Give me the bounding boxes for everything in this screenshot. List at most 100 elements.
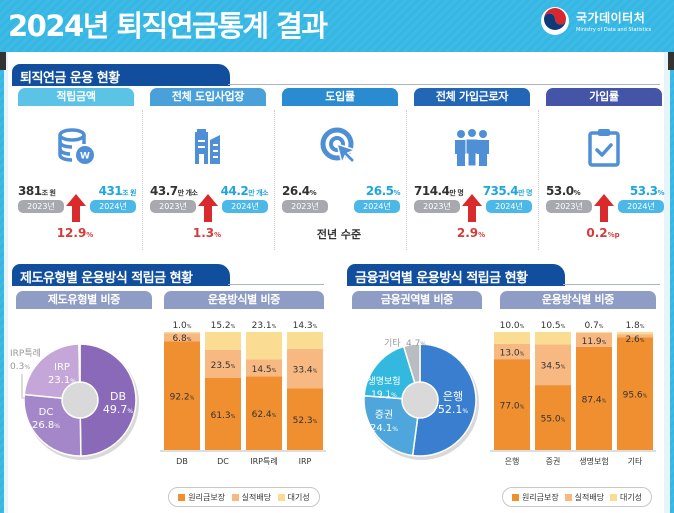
- donut-slice-DC: [23, 393, 82, 457]
- bar-segment-대기성: [287, 332, 323, 349]
- x-tick-label: IRP특례: [250, 456, 277, 466]
- bar-segment-실적배당: [535, 344, 571, 386]
- bar-value-label: 61.3%: [211, 411, 236, 421]
- legend-swatch: [564, 493, 572, 501]
- slice-label: 기타: [384, 338, 401, 349]
- svg-text:W: W: [80, 152, 90, 162]
- bar-value-label: 13.0%: [500, 348, 525, 358]
- bar-segment-실적배당: [576, 332, 612, 347]
- year-badge-2024: 2024년: [354, 200, 400, 213]
- donut-slice-기타: [402, 343, 421, 384]
- slice-value: 23.1%: [48, 375, 76, 386]
- bar-value-label: 6.8%: [172, 334, 191, 344]
- agency-name-ko: 국가데이터처: [576, 11, 646, 25]
- x-tick-label: DB: [176, 457, 188, 466]
- bar-segment-실적배당: [494, 343, 530, 360]
- value-2024: 431조 원: [99, 184, 137, 198]
- bar-value-label: 1.0%: [172, 321, 191, 331]
- change-rate: 12.9%: [16, 226, 134, 240]
- value-2024-number: 44.2: [220, 184, 249, 198]
- bar-value-label: 52.3%: [293, 416, 318, 426]
- bar-value-label: 0.7%: [584, 321, 603, 331]
- chart-legend: 원리금보장 실적배당 대기성: [502, 487, 652, 507]
- panel-edge-right: [668, 52, 674, 70]
- section-title-plan-type: 제도유형별 운용방식 적립금 현황: [12, 264, 230, 286]
- slice-value: 52.1%: [438, 403, 469, 416]
- section-title-retirement-pension-status: 퇴직연금 운용 현황: [12, 64, 230, 86]
- value-2024-number: 53.3: [629, 184, 658, 198]
- bar-value-label: 14.3%: [293, 321, 318, 331]
- legend-label: 실적배당: [574, 492, 605, 502]
- value-2024: 53.3%: [629, 184, 665, 198]
- sub-title-method-share: 운용방식별 비중: [164, 291, 324, 309]
- legend-label: 원리금보장: [521, 492, 559, 502]
- value-2024-unit: %: [657, 189, 664, 197]
- legend-item: 대기성: [609, 492, 643, 503]
- x-tick-label: 은행: [505, 456, 520, 466]
- legend-item: 원리금보장: [511, 492, 559, 503]
- stat-label: 적립금액: [18, 88, 134, 106]
- slice-label: IRP: [54, 362, 70, 373]
- sub-title-sector-share: 금융권역별 비중: [352, 291, 482, 309]
- bar-segment-원리금보장: [576, 346, 612, 450]
- column-separator: [406, 110, 407, 250]
- bar-segment-대기성: [246, 332, 282, 360]
- section-divider: [563, 284, 660, 285]
- bar-segment-대기성: [535, 332, 571, 345]
- panel-edge-left: [0, 52, 6, 70]
- slice-value: 19.1%: [371, 390, 397, 400]
- value-2023-number: 26.4: [282, 184, 310, 198]
- section-divider: [228, 284, 324, 285]
- plan-type-stacked-bar-chart: 92.2% 6.8% 1.0% DB 61.3% 23.5% 15.2% DC 62.4% 14.…: [160, 321, 326, 466]
- agency-name-en: Ministry of Data and Statistics: [576, 27, 652, 33]
- bar-segment-대기성: [164, 332, 200, 334]
- legend-item: 실적배당: [564, 492, 605, 503]
- change-rate: 1.3%: [148, 226, 266, 240]
- legend-label: 대기성: [619, 492, 643, 502]
- sub-title-plan-type-share: 제도유형별 비중: [16, 291, 152, 309]
- section-divider: [228, 84, 660, 85]
- change-unit: %: [478, 231, 486, 239]
- bar-value-label: 34.5%: [541, 362, 566, 372]
- value-2024: 26.5%: [366, 184, 401, 198]
- value-2023-number: 381: [18, 184, 42, 198]
- bar-value-label: 11.9%: [582, 337, 607, 347]
- bar-segment-실적배당: [246, 359, 282, 377]
- bar-value-label: 33.4%: [293, 366, 318, 376]
- slice-value: 0.3%: [10, 362, 30, 372]
- x-tick-label: 생명보험: [579, 456, 608, 466]
- donut-slice-증권: [363, 394, 419, 457]
- column-separator: [142, 110, 143, 250]
- slice-label: IRP특례: [10, 348, 41, 359]
- bar-value-label: 87.4%: [582, 395, 607, 405]
- x-tick-label: 증권: [546, 456, 561, 466]
- change-value: 1.3: [192, 226, 215, 240]
- year-badge-2024: 2024년: [222, 200, 268, 213]
- value-2023-number: 43.7: [150, 184, 178, 198]
- bar-segment-실적배당: [617, 334, 653, 338]
- legend-swatch: [277, 493, 285, 501]
- stat-label: 도입률: [282, 88, 398, 106]
- change-value: 12.9: [56, 226, 87, 240]
- donut-slice-은행: [411, 343, 477, 457]
- value-2024-number: 735.4: [482, 184, 519, 198]
- value-2023: 43.7만 개소: [150, 184, 198, 198]
- bar-segment-실적배당: [287, 348, 323, 389]
- legend-item: 실적배당: [231, 492, 271, 503]
- bar-value-label: 23.1%: [252, 321, 277, 331]
- bar-segment-원리금보장: [246, 376, 282, 450]
- value-2023: 26.4%: [282, 184, 317, 198]
- value-2023: 381조 원: [18, 184, 56, 198]
- value-2024-unit: 조 원: [122, 189, 136, 197]
- value-2023-unit: 만 개소: [177, 189, 198, 197]
- stat-label: 전체 도입사업장: [150, 88, 266, 106]
- column-separator: [274, 110, 275, 250]
- x-tick-label: DC: [217, 457, 229, 466]
- column-separator: [538, 110, 539, 250]
- change-value: 0.2: [586, 226, 608, 240]
- legend-swatch: [178, 493, 186, 501]
- legend-label: 대기성: [287, 492, 310, 502]
- bar-value-label: 2.6%: [625, 335, 644, 345]
